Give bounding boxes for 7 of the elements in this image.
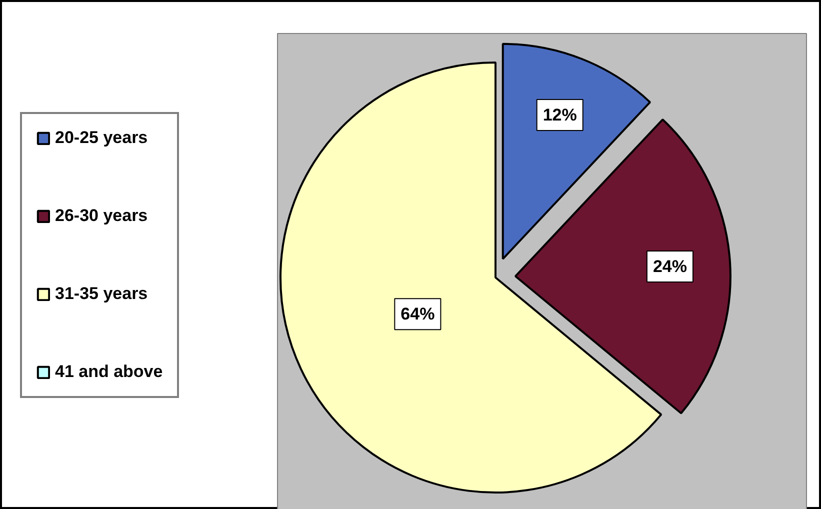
legend-label: 31-35 years	[55, 284, 148, 304]
data-label: 24%	[652, 257, 687, 276]
legend-label: 26-30 years	[55, 206, 148, 226]
data-label: 12%	[542, 105, 577, 124]
legend-label: 41 and above	[55, 362, 163, 382]
legend-label: 20-25 years	[55, 128, 148, 148]
data-label: 64%	[400, 304, 435, 324]
